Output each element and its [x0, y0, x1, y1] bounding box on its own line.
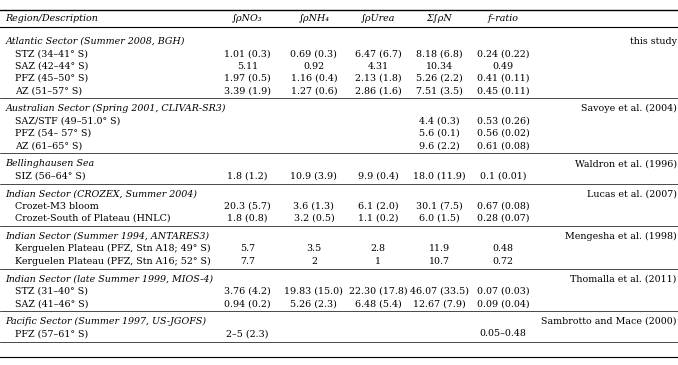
Text: 3.5: 3.5	[306, 244, 321, 253]
Text: Pacific Sector (Summer 1997, US-JGOFS): Pacific Sector (Summer 1997, US-JGOFS)	[5, 317, 207, 326]
Text: 1.1 (0.2): 1.1 (0.2)	[358, 214, 399, 223]
Text: 30.1 (7.5): 30.1 (7.5)	[416, 201, 462, 211]
Text: 8.18 (6.8): 8.18 (6.8)	[416, 49, 462, 58]
Text: 0.09 (0.04): 0.09 (0.04)	[477, 299, 530, 308]
Text: PFZ (54– 57° S): PFZ (54– 57° S)	[15, 129, 91, 138]
Text: Region/Description: Region/Description	[5, 15, 98, 23]
Text: SAZ/STF (49–51.0° S): SAZ/STF (49–51.0° S)	[15, 116, 120, 126]
Text: 10.9 (3.9): 10.9 (3.9)	[290, 172, 338, 180]
Text: 11.9: 11.9	[428, 244, 450, 253]
Text: PFZ (45–50° S): PFZ (45–50° S)	[15, 74, 88, 83]
Text: 6.48 (5.4): 6.48 (5.4)	[355, 299, 401, 308]
Text: 9.6 (2.2): 9.6 (2.2)	[419, 141, 460, 150]
Text: Thomalla et al. (2011): Thomalla et al. (2011)	[570, 274, 677, 284]
Text: ∫ρUrea: ∫ρUrea	[361, 15, 395, 23]
Text: 0.72: 0.72	[493, 257, 513, 266]
Text: 22.30 (17.8): 22.30 (17.8)	[349, 287, 407, 296]
Text: Indian Sector (CROZEX, Summer 2004): Indian Sector (CROZEX, Summer 2004)	[5, 189, 197, 198]
Text: 0.07 (0.03): 0.07 (0.03)	[477, 287, 530, 296]
Text: 0.28 (0.07): 0.28 (0.07)	[477, 214, 530, 223]
Text: 1.16 (0.4): 1.16 (0.4)	[291, 74, 337, 83]
Text: 0.49: 0.49	[492, 62, 514, 70]
Text: 2.13 (1.8): 2.13 (1.8)	[355, 74, 401, 83]
Text: Waldron et al. (1996): Waldron et al. (1996)	[574, 159, 677, 168]
Text: f–ratio: f–ratio	[487, 15, 519, 23]
Text: 18.0 (11.9): 18.0 (11.9)	[413, 172, 466, 180]
Text: 4.4 (0.3): 4.4 (0.3)	[419, 116, 460, 126]
Text: 0.61 (0.08): 0.61 (0.08)	[477, 141, 530, 150]
Text: 0.45 (0.11): 0.45 (0.11)	[477, 86, 530, 95]
Text: 7.7: 7.7	[240, 257, 255, 266]
Text: 0.92: 0.92	[303, 62, 325, 70]
Text: SAZ (41–46° S): SAZ (41–46° S)	[15, 299, 88, 308]
Text: Σ∫ρN: Σ∫ρN	[426, 15, 452, 23]
Text: Mengesha et al. (1998): Mengesha et al. (1998)	[565, 232, 677, 241]
Text: Australian Sector (Spring 2001, CLIVAR-SR3): Australian Sector (Spring 2001, CLIVAR-S…	[5, 104, 226, 113]
Text: ∫ρNH₄: ∫ρNH₄	[298, 15, 330, 23]
Text: 1.01 (0.3): 1.01 (0.3)	[224, 49, 271, 58]
Text: 0.53 (0.26): 0.53 (0.26)	[477, 116, 530, 126]
Text: 5.26 (2.2): 5.26 (2.2)	[416, 74, 462, 83]
Text: 0.05–0.48: 0.05–0.48	[479, 329, 527, 338]
Text: 5.26 (2.3): 5.26 (2.3)	[290, 299, 338, 308]
Text: 7.51 (3.5): 7.51 (3.5)	[416, 86, 463, 95]
Text: 4.31: 4.31	[367, 62, 389, 70]
Text: 0.24 (0.22): 0.24 (0.22)	[477, 49, 530, 58]
Text: Kerguelen Plateau (PFZ, Stn A18; 49° S): Kerguelen Plateau (PFZ, Stn A18; 49° S)	[15, 244, 211, 253]
Text: Kerguelen Plateau (PFZ, Stn A16; 52° S): Kerguelen Plateau (PFZ, Stn A16; 52° S)	[15, 257, 211, 266]
Text: 19.83 (15.0): 19.83 (15.0)	[285, 287, 343, 296]
Text: SIZ (56–64° S): SIZ (56–64° S)	[15, 172, 85, 180]
Text: 10.34: 10.34	[426, 62, 453, 70]
Text: Indian Sector (late Summer 1999, MIOS-4): Indian Sector (late Summer 1999, MIOS-4)	[5, 274, 214, 284]
Text: 9.9 (0.4): 9.9 (0.4)	[358, 172, 399, 180]
Text: Atlantic Sector (Summer 2008, BGH): Atlantic Sector (Summer 2008, BGH)	[5, 37, 185, 46]
Text: ∫ρNO₃: ∫ρNO₃	[233, 15, 262, 23]
Text: 0.56 (0.02): 0.56 (0.02)	[477, 129, 530, 138]
Text: 0.67 (0.08): 0.67 (0.08)	[477, 201, 530, 211]
Text: 1.8 (1.2): 1.8 (1.2)	[227, 172, 268, 180]
Text: Lucas et al. (2007): Lucas et al. (2007)	[586, 189, 677, 198]
Text: 12.67 (7.9): 12.67 (7.9)	[413, 299, 466, 308]
Text: 6.47 (6.7): 6.47 (6.7)	[355, 49, 401, 58]
Text: 0.41 (0.11): 0.41 (0.11)	[477, 74, 530, 83]
Text: 2: 2	[311, 257, 317, 266]
Text: 46.07 (33.5): 46.07 (33.5)	[410, 287, 469, 296]
Text: 1.27 (0.6): 1.27 (0.6)	[291, 86, 337, 95]
Text: 2–5 (2.3): 2–5 (2.3)	[226, 329, 268, 338]
Text: AZ (51–57° S): AZ (51–57° S)	[15, 86, 82, 95]
Text: Sambrotto and Mace (2000): Sambrotto and Mace (2000)	[541, 317, 677, 326]
Text: 6.0 (1.5): 6.0 (1.5)	[419, 214, 460, 223]
Text: 0.69 (0.3): 0.69 (0.3)	[290, 49, 338, 58]
Text: 0.48: 0.48	[493, 244, 513, 253]
Text: 3.6 (1.3): 3.6 (1.3)	[294, 201, 334, 211]
Text: AZ (61–65° S): AZ (61–65° S)	[15, 141, 82, 150]
Text: 5.6 (0.1): 5.6 (0.1)	[419, 129, 460, 138]
Text: Bellinghausen Sea: Bellinghausen Sea	[5, 159, 94, 168]
Text: 6.1 (2.0): 6.1 (2.0)	[358, 201, 399, 211]
Text: 2.86 (1.6): 2.86 (1.6)	[355, 86, 401, 95]
Text: Indian Sector (Summer 1994, ANTARES3): Indian Sector (Summer 1994, ANTARES3)	[5, 232, 210, 241]
Text: PFZ (57–61° S): PFZ (57–61° S)	[15, 329, 88, 338]
Text: Crozet-M3 bloom: Crozet-M3 bloom	[15, 201, 99, 211]
Text: STZ (34–41° S): STZ (34–41° S)	[15, 49, 88, 58]
Text: 5.11: 5.11	[237, 62, 258, 70]
Text: 3.76 (4.2): 3.76 (4.2)	[224, 287, 271, 296]
Text: 10.7: 10.7	[429, 257, 450, 266]
Text: 1: 1	[376, 257, 381, 266]
Text: 1.97 (0.5): 1.97 (0.5)	[224, 74, 271, 83]
Text: 3.2 (0.5): 3.2 (0.5)	[294, 214, 334, 223]
Text: 0.1 (0.01): 0.1 (0.01)	[480, 172, 526, 180]
Text: 2.8: 2.8	[371, 244, 386, 253]
Text: 5.7: 5.7	[240, 244, 255, 253]
Text: STZ (31–40° S): STZ (31–40° S)	[15, 287, 88, 296]
Text: Crozet-South of Plateau (HNLC): Crozet-South of Plateau (HNLC)	[15, 214, 171, 223]
Text: 20.3 (5.7): 20.3 (5.7)	[224, 201, 271, 211]
Text: this study: this study	[630, 37, 677, 46]
Text: Savoye et al. (2004): Savoye et al. (2004)	[581, 104, 677, 113]
Text: 1.8 (0.8): 1.8 (0.8)	[227, 214, 268, 223]
Text: 3.39 (1.9): 3.39 (1.9)	[224, 86, 271, 95]
Text: 0.94 (0.2): 0.94 (0.2)	[224, 299, 271, 308]
Text: SAZ (42–44° S): SAZ (42–44° S)	[15, 62, 88, 70]
